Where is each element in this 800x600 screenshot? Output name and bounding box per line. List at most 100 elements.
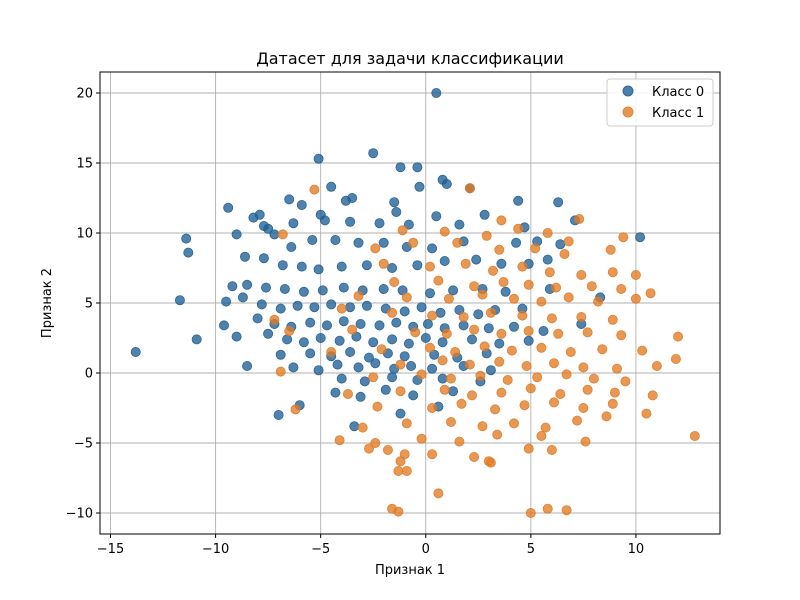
point-class-1 [502, 374, 513, 385]
point-class-1 [477, 289, 488, 300]
point-class-1 [275, 366, 286, 377]
point-class-1 [517, 261, 528, 272]
point-class-1 [586, 281, 597, 292]
point-class-0 [254, 209, 265, 220]
point-class-0 [296, 199, 307, 210]
point-class-1 [389, 276, 400, 287]
point-class-0 [420, 332, 431, 343]
point-class-0 [181, 233, 192, 244]
point-class-1 [578, 402, 589, 413]
point-class-0 [326, 299, 337, 310]
point-class-1 [445, 373, 456, 384]
point-class-1 [284, 325, 295, 336]
point-class-1 [368, 372, 379, 383]
point-class-0 [288, 362, 299, 373]
point-class-1 [458, 311, 469, 322]
point-class-1 [372, 401, 383, 412]
point-class-1 [523, 443, 534, 454]
legend-marker-class-0 [622, 85, 634, 97]
point-class-0 [338, 316, 349, 327]
grid [100, 72, 720, 534]
point-class-0 [330, 234, 341, 245]
point-class-1 [525, 383, 536, 394]
point-class-0 [279, 283, 290, 294]
point-class-0 [387, 262, 398, 273]
point-class-0 [340, 195, 351, 206]
point-class-1 [609, 387, 620, 398]
point-class-0 [359, 376, 370, 387]
legend: Класс 0 Класс 1 [606, 78, 714, 127]
point-class-1 [347, 324, 358, 335]
point-class-1 [670, 353, 681, 364]
point-class-0 [378, 283, 389, 294]
point-class-1 [498, 276, 509, 287]
point-class-0 [319, 215, 330, 226]
point-class-1 [576, 269, 587, 280]
point-class-1 [546, 444, 557, 455]
y-axis-ticks: −10 −5 0 5 10 15 20 [66, 87, 100, 522]
point-class-1 [424, 261, 435, 272]
point-class-1 [387, 307, 398, 318]
point-class-1 [277, 229, 288, 240]
point-class-1 [439, 384, 450, 395]
point-class-0 [183, 247, 194, 258]
point-class-0 [496, 258, 507, 269]
point-class-0 [326, 181, 337, 192]
point-class-1 [485, 307, 496, 318]
point-class-1 [525, 507, 536, 518]
point-class-1 [397, 225, 408, 236]
point-class-1 [618, 232, 629, 243]
point-class-1 [401, 418, 412, 429]
point-class-1 [378, 258, 389, 269]
point-class-0 [275, 303, 286, 314]
point-class-1 [376, 344, 387, 355]
point-class-0 [431, 211, 442, 222]
point-class-0 [427, 363, 438, 374]
legend-label-class-1: Класс 1 [652, 106, 704, 121]
point-class-1 [572, 415, 583, 426]
point-class-0 [389, 197, 400, 208]
point-class-1 [326, 346, 337, 357]
chart-title: Датасет для задачи классификации [256, 49, 564, 68]
point-class-1 [605, 244, 616, 255]
point-class-0 [292, 300, 303, 311]
point-class-0 [336, 261, 347, 272]
point-class-1 [536, 342, 547, 353]
point-class-0 [305, 317, 316, 328]
point-class-0 [399, 306, 410, 317]
point-class-1 [532, 372, 543, 383]
point-class-0 [353, 237, 364, 248]
point-class-1 [445, 416, 456, 427]
point-class-0 [336, 373, 347, 384]
point-class-0 [414, 181, 425, 192]
point-class-0 [349, 421, 360, 432]
point-class-1 [427, 449, 438, 460]
point-class-1 [496, 215, 507, 226]
point-class-0 [412, 260, 423, 271]
point-class-1 [580, 436, 591, 447]
point-class-0 [218, 320, 229, 331]
point-class-1 [334, 435, 345, 446]
point-class-1 [410, 327, 421, 338]
point-class-0 [485, 365, 496, 376]
point-class-0 [130, 346, 141, 357]
point-class-1 [689, 430, 700, 441]
point-class-1 [508, 293, 519, 304]
point-class-1 [530, 243, 541, 254]
point-class-0 [471, 254, 482, 265]
point-class-0 [191, 334, 202, 345]
point-class-0 [242, 360, 253, 371]
point-class-1 [494, 356, 505, 367]
point-class-0 [635, 232, 646, 243]
point-class-0 [494, 338, 505, 349]
point-class-0 [315, 332, 326, 343]
point-class-1 [439, 226, 450, 237]
point-class-0 [273, 409, 284, 420]
point-class-0 [437, 373, 448, 384]
x-axis-ticks: −15 −10 −5 0 5 10 [97, 534, 644, 557]
point-class-0 [288, 218, 299, 229]
point-class-1 [460, 258, 471, 269]
point-class-1 [607, 314, 618, 325]
point-class-0 [256, 299, 267, 310]
